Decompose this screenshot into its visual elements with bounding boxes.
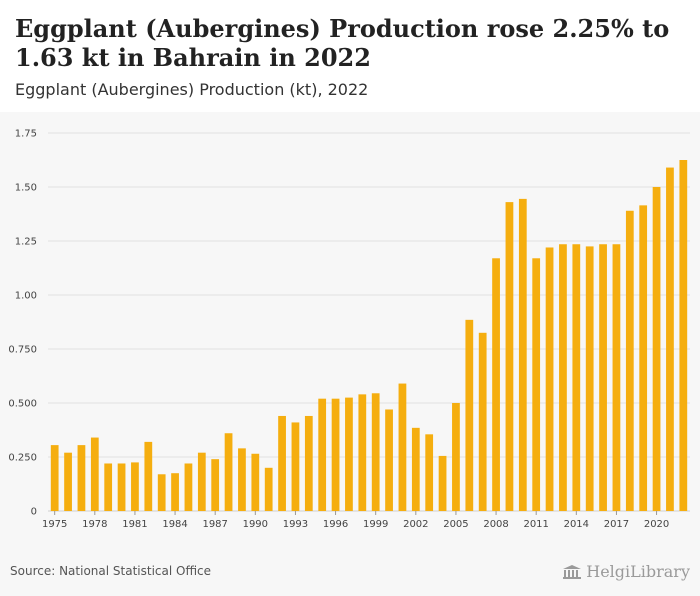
y-tick-label: 1.25 <box>15 237 37 248</box>
bar-2003 <box>425 434 434 511</box>
bar-1986 <box>197 452 206 511</box>
x-tick-label: 2005 <box>443 519 468 530</box>
bar-2000 <box>385 409 393 511</box>
x-axis-ticks: 1975 1978 1981 1984 1987 1990 1993 1996 1999 2002… <box>42 511 669 530</box>
bar-2011 <box>532 258 541 511</box>
x-tick-label: 1987 <box>202 519 227 530</box>
bar-2014 <box>572 244 581 512</box>
bar-1981 <box>131 462 139 511</box>
bar-1988 <box>224 433 233 511</box>
bar-2017 <box>612 244 621 512</box>
y-tick-label: 0.750 <box>8 345 37 356</box>
bar-1990 <box>251 453 260 511</box>
bar-2018 <box>625 210 634 511</box>
bar-1978 <box>90 437 99 511</box>
bar-1991 <box>264 467 273 511</box>
helgilibrary-logo: HelgiLibrary <box>562 562 690 581</box>
x-tick-label: 1981 <box>122 519 147 530</box>
bar-2009 <box>505 202 514 511</box>
bar-1996 <box>331 398 340 511</box>
bar-2013 <box>559 244 567 512</box>
x-tick-label: 2008 <box>483 519 508 530</box>
bar-1979 <box>104 463 113 511</box>
bar-1998 <box>358 394 367 511</box>
y-tick-label: 0.250 <box>8 453 37 464</box>
x-tick-label: 2017 <box>604 519 629 530</box>
y-axis-ticks: 0 0.250 0.500 0.750 1.00 1.25 1.50 1.75 <box>8 129 37 518</box>
chart-title: Eggplant (Aubergines) Production rose 2.… <box>15 14 670 72</box>
y-tick-label: 1.75 <box>15 129 37 140</box>
bar-1999 <box>371 393 380 511</box>
bar-2010 <box>518 198 527 511</box>
grid-lines <box>48 132 690 512</box>
bar-1983 <box>157 474 166 511</box>
bar-2002 <box>411 427 420 511</box>
x-tick-label: 1990 <box>243 519 268 530</box>
library-building-icon <box>563 564 582 579</box>
bar-2016 <box>599 244 607 512</box>
bar-1982 <box>144 441 153 511</box>
bar-2019 <box>639 205 648 512</box>
bar-1977 <box>77 445 86 511</box>
bar-2022 <box>679 160 688 511</box>
bar-1992 <box>278 415 286 511</box>
bar-1995 <box>318 398 327 511</box>
bar-2012 <box>545 247 554 512</box>
x-tick-label: 2011 <box>523 519 548 530</box>
bar-2005 <box>452 403 460 511</box>
x-tick-label: 1984 <box>162 519 187 530</box>
chart-subtitle: Eggplant (Aubergines) Production (kt), 2… <box>15 80 369 99</box>
bar-2021 <box>666 167 674 511</box>
bar-1985 <box>184 463 193 511</box>
y-tick-label: 1.00 <box>15 291 37 302</box>
source-note: Source: National Statistical Office <box>10 564 212 578</box>
x-tick-label: 2020 <box>644 519 669 530</box>
bar-1989 <box>238 448 246 511</box>
bar-1997 <box>345 397 353 511</box>
bar-2015 <box>585 246 594 511</box>
bar-1987 <box>211 459 220 511</box>
bar-1975 <box>50 445 59 511</box>
y-tick-label: 1.50 <box>15 183 37 194</box>
bar-series <box>50 160 688 512</box>
bar-2020 <box>652 187 661 511</box>
bar-1993 <box>291 422 300 511</box>
chart-header: Eggplant (Aubergines) Production rose 2.… <box>0 0 700 112</box>
bar-1994 <box>304 415 313 511</box>
y-tick-label: 0.500 <box>8 399 37 410</box>
bar-2001 <box>398 383 407 511</box>
chart-footer: Source: National Statistical Office Helg… <box>0 554 700 596</box>
bar-1984 <box>171 473 179 511</box>
bar-2007 <box>478 332 487 511</box>
bar-2004 <box>438 455 447 511</box>
logo-text: HelgiLibrary <box>586 562 690 581</box>
bar-2006 <box>465 319 474 511</box>
x-tick-label: 1996 <box>323 519 348 530</box>
x-tick-label: 1978 <box>82 519 107 530</box>
bar-1976 <box>64 452 72 511</box>
x-tick-label: 1975 <box>42 519 67 530</box>
x-tick-label: 1999 <box>363 519 388 530</box>
bar-2008 <box>492 258 500 511</box>
x-tick-label: 1993 <box>283 519 308 530</box>
x-tick-label: 2014 <box>564 519 589 530</box>
x-tick-label: 2002 <box>403 519 428 530</box>
y-tick-label: 0 <box>31 507 37 518</box>
bar-1980 <box>117 463 126 511</box>
